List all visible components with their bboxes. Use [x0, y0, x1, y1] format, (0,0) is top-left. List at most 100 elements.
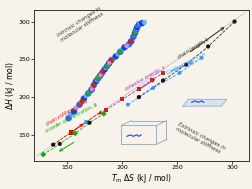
Point — [84, 94, 88, 97]
Point — [102, 68, 106, 71]
Point — [133, 31, 137, 34]
Point — [140, 22, 144, 25]
Point — [97, 75, 101, 78]
Point — [100, 71, 104, 74]
Point — [95, 78, 99, 81]
Point — [86, 92, 90, 95]
Point — [108, 60, 112, 63]
Point — [199, 56, 203, 59]
Point — [57, 142, 61, 145]
Point — [134, 28, 138, 31]
Point — [101, 112, 105, 115]
Point — [98, 111, 102, 114]
Point — [151, 87, 155, 90]
Point — [136, 87, 140, 90]
Point — [74, 106, 78, 109]
Point — [69, 131, 73, 134]
Point — [111, 57, 115, 60]
Point — [177, 71, 181, 74]
Point — [183, 63, 187, 66]
Point — [91, 84, 96, 87]
Point — [92, 81, 97, 84]
Text: chain stiffness, $K_{bend}$: chain stiffness, $K_{bend}$ — [43, 96, 90, 129]
Point — [232, 20, 236, 23]
Point — [124, 44, 128, 47]
X-axis label: $T_m$ Δ$S$ (kJ / mol): $T_m$ Δ$S$ (kJ / mol) — [111, 172, 171, 185]
Point — [133, 31, 137, 34]
Point — [99, 72, 103, 75]
Point — [84, 121, 88, 124]
Point — [51, 143, 55, 146]
Point — [133, 30, 137, 33]
Point — [41, 153, 45, 156]
Point — [129, 40, 133, 43]
Point — [134, 27, 138, 30]
Point — [72, 110, 76, 113]
Point — [109, 59, 113, 62]
Point — [107, 62, 111, 65]
Point — [131, 35, 135, 38]
Point — [106, 63, 110, 66]
Point — [74, 106, 78, 109]
Point — [107, 62, 111, 65]
Point — [124, 44, 128, 47]
Point — [149, 78, 153, 81]
Point — [77, 103, 81, 106]
Point — [161, 71, 165, 74]
Point — [88, 90, 92, 93]
Point — [122, 46, 126, 49]
Text: crowder concentration, $\phi$: crowder concentration, $\phi$ — [43, 100, 100, 136]
Point — [100, 71, 104, 74]
Point — [96, 77, 100, 80]
Point — [129, 40, 133, 43]
Point — [132, 33, 136, 36]
Point — [69, 113, 73, 116]
Point — [120, 48, 124, 51]
Text: Confinement, $l$ / $h$: Confinement, $l$ / $h$ — [164, 50, 208, 78]
Point — [118, 50, 122, 53]
Point — [128, 41, 132, 44]
Text: chain length, $L$: chain length, $L$ — [174, 35, 211, 62]
Point — [205, 45, 209, 48]
Point — [137, 22, 141, 25]
Point — [136, 23, 140, 26]
Point — [125, 103, 130, 106]
Point — [87, 121, 91, 124]
Point — [142, 21, 146, 24]
Point — [135, 24, 139, 27]
Point — [120, 98, 124, 101]
Point — [79, 100, 83, 103]
Point — [135, 25, 139, 28]
Text: Extrinsic changes in
molecular stiffness: Extrinsic changes in molecular stiffness — [173, 121, 225, 156]
Point — [96, 77, 100, 80]
Point — [127, 43, 131, 46]
Point — [109, 59, 113, 62]
Point — [89, 88, 93, 91]
Point — [90, 86, 94, 89]
Point — [161, 79, 165, 82]
Point — [104, 66, 108, 69]
Polygon shape — [182, 99, 226, 106]
Point — [73, 132, 77, 135]
Point — [118, 50, 122, 53]
Point — [79, 100, 83, 103]
Point — [113, 55, 117, 58]
Point — [94, 80, 98, 83]
Point — [136, 96, 140, 99]
Point — [105, 65, 109, 68]
Point — [104, 108, 108, 112]
Point — [86, 92, 90, 95]
Point — [130, 37, 134, 40]
Point — [82, 97, 86, 100]
Point — [98, 74, 102, 77]
Point — [105, 65, 109, 68]
Point — [89, 88, 93, 91]
Point — [115, 53, 119, 56]
Point — [101, 69, 105, 72]
Point — [91, 84, 96, 87]
Point — [98, 74, 102, 77]
Text: Intrinsic changes in
molecular stiffness: Intrinsic changes in molecular stiffness — [56, 5, 105, 43]
Text: cohesive energy, $\epsilon$: cohesive energy, $\epsilon$ — [122, 62, 168, 94]
Y-axis label: Δ$H$ (kJ / mol): Δ$H$ (kJ / mol) — [4, 61, 17, 110]
Point — [66, 117, 70, 120]
